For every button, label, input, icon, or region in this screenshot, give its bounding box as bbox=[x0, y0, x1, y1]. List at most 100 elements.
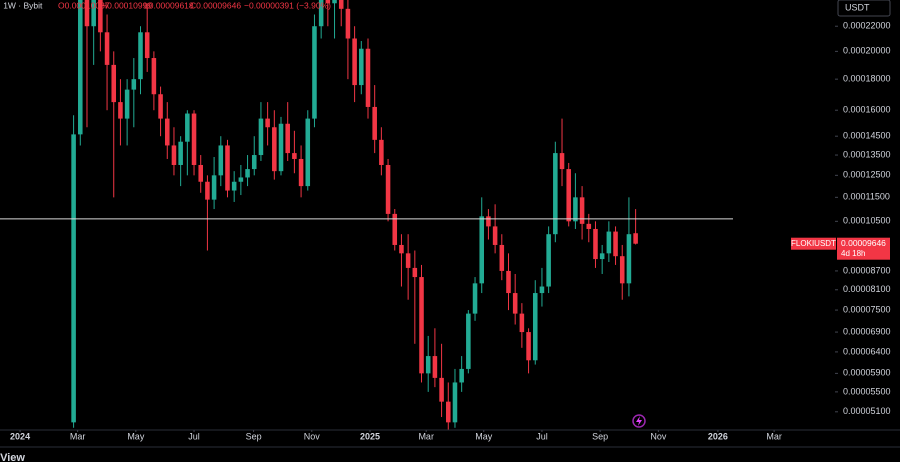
candle-body bbox=[91, 0, 96, 27]
candle-body bbox=[573, 197, 578, 222]
interval: · 1W · Bybit bbox=[0, 0, 43, 10]
candle-body bbox=[238, 177, 244, 182]
candle-body bbox=[352, 38, 357, 86]
y-tick-label: 0.00005900 bbox=[843, 368, 891, 378]
x-tick-label: Mar bbox=[418, 431, 434, 441]
y-tick-label: 0.00005100 bbox=[843, 406, 891, 416]
candle-body bbox=[459, 368, 464, 383]
candle-body bbox=[278, 123, 284, 172]
candle-body bbox=[84, 0, 90, 27]
candle-body bbox=[359, 48, 364, 86]
symbol-tag bbox=[791, 237, 836, 250]
candle-body bbox=[486, 216, 491, 227]
candle-body bbox=[338, 0, 344, 9]
candle-body bbox=[506, 270, 511, 294]
y-tick-label: 0.00012500 bbox=[843, 170, 891, 180]
candle-body bbox=[158, 94, 163, 119]
y-tick-label: 0.00020000 bbox=[843, 46, 891, 56]
candle-body bbox=[599, 253, 605, 260]
candle-body bbox=[626, 234, 632, 284]
x-tick-label: May bbox=[127, 431, 145, 441]
y-tick-label: 0.00007500 bbox=[843, 304, 891, 314]
candle-body bbox=[211, 175, 217, 200]
candle-body bbox=[258, 118, 264, 156]
currency-button[interactable] bbox=[837, 0, 891, 17]
currency-label[interactable]: USDT bbox=[845, 2, 870, 12]
candle-body bbox=[71, 134, 76, 423]
candle-body bbox=[305, 118, 311, 187]
candle-body bbox=[218, 145, 224, 176]
candle-body bbox=[205, 181, 210, 200]
candle-body bbox=[151, 58, 157, 95]
candle-body bbox=[452, 382, 458, 423]
candle-body bbox=[392, 213, 398, 245]
candle-body bbox=[479, 216, 485, 284]
candle-body bbox=[432, 356, 438, 378]
x-tick-label: Sep bbox=[592, 431, 608, 441]
symbol-label: FLOKIUSDT bbox=[791, 239, 836, 248]
candle-body bbox=[245, 169, 250, 178]
candle-body bbox=[526, 332, 531, 361]
candle-body bbox=[439, 377, 444, 402]
candle-body bbox=[231, 181, 237, 191]
candle-body bbox=[118, 102, 123, 119]
candle-body bbox=[104, 32, 110, 65]
y-tick-label: 0.00010500 bbox=[843, 216, 891, 226]
candle-body bbox=[539, 286, 545, 294]
y-tick-label: 0.00006400 bbox=[843, 346, 891, 356]
candle-body bbox=[519, 313, 525, 333]
x-tick-label: May bbox=[475, 431, 493, 441]
candle-body bbox=[633, 233, 638, 244]
candle-body bbox=[178, 141, 183, 165]
candle-body bbox=[198, 164, 203, 182]
candle-body bbox=[446, 401, 451, 423]
y-tick-label: 0.00014500 bbox=[843, 131, 891, 141]
candle-body bbox=[164, 118, 170, 146]
y-tick-label: 0.00008700 bbox=[843, 265, 891, 275]
candle-body bbox=[566, 169, 571, 222]
y-tick-label: 0.00018000 bbox=[843, 74, 891, 84]
candle-body bbox=[98, 0, 103, 33]
low-label: L0.00009618 bbox=[144, 0, 194, 10]
lightning-icon[interactable] bbox=[632, 414, 646, 428]
candle-body bbox=[606, 231, 612, 254]
candle-body bbox=[399, 244, 404, 254]
x-tick-label: Mar bbox=[766, 431, 782, 441]
candle-body bbox=[405, 253, 411, 268]
candle-body bbox=[251, 155, 257, 170]
candle-body bbox=[345, 8, 351, 39]
candle-body bbox=[298, 158, 304, 187]
open-label: O0.00010037 bbox=[58, 0, 110, 10]
x-tick-label: Nov bbox=[304, 431, 321, 441]
price-tag bbox=[837, 237, 890, 260]
candle-body bbox=[191, 113, 197, 165]
countdown-label: 4d 18h bbox=[841, 249, 865, 258]
candle-body bbox=[385, 164, 391, 214]
candle-body bbox=[472, 283, 478, 314]
candle-body bbox=[285, 123, 290, 154]
high-label: H0.00010999 bbox=[101, 0, 152, 10]
x-tick-label: Mar bbox=[70, 431, 86, 441]
candle-body bbox=[138, 32, 143, 80]
y-tick-label: 0.00011500 bbox=[843, 192, 890, 202]
candle-body bbox=[124, 89, 130, 119]
candle-body bbox=[586, 223, 592, 229]
candle-body bbox=[131, 79, 137, 90]
candle-body bbox=[593, 228, 598, 260]
change-label: −0.00000391 (−3.90%) bbox=[244, 0, 331, 10]
candle-body bbox=[265, 118, 270, 128]
candle-body bbox=[111, 64, 117, 103]
x-tick-label: 2025 bbox=[360, 431, 380, 441]
x-tick-label: 2024 bbox=[10, 431, 30, 441]
candle-body bbox=[318, 0, 324, 27]
candle-body bbox=[546, 234, 551, 287]
candle-body bbox=[225, 145, 230, 191]
last-price-label: 0.00009646 bbox=[841, 238, 886, 248]
candle-body bbox=[365, 48, 371, 107]
candle-body bbox=[372, 106, 377, 140]
candle-body bbox=[312, 26, 317, 119]
x-tick-label: 2026 bbox=[708, 431, 728, 441]
candle-body bbox=[419, 277, 424, 374]
candle-body bbox=[532, 293, 538, 361]
